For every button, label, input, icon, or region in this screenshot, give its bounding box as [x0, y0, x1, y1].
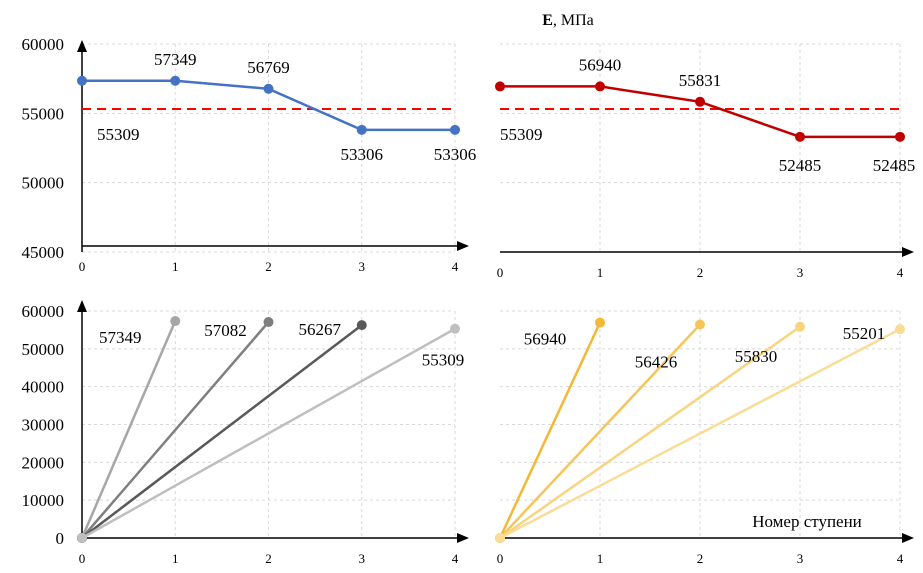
bottom-left-x-tick-2: 2 — [265, 551, 272, 566]
bottom-right-x-tick-0: 0 — [497, 551, 504, 566]
bottom-right-x-tick-2: 2 — [697, 551, 704, 566]
top-left-point-1 — [170, 75, 181, 86]
top-left-y-tick-0: 45000 — [22, 243, 65, 262]
bottom-left-data-label-1: 57082 — [204, 321, 247, 340]
bottom-left-y-tick-2: 20000 — [22, 453, 65, 472]
top-left-data-label-1: 57349 — [154, 50, 197, 69]
top-right-x-tick-4: 4 — [897, 265, 904, 280]
bottom-left-x-arrow — [457, 533, 469, 543]
top-right-point-3 — [795, 131, 805, 142]
bottom-right-point-3 — [895, 324, 905, 335]
top-right-x-tick-0: 0 — [497, 265, 504, 280]
top-right-point-2 — [695, 96, 705, 107]
top-right-point-4 — [895, 131, 905, 142]
top-left-y-tick-2: 55000 — [22, 104, 65, 123]
top-right-data-label-1: 56940 — [579, 55, 622, 74]
bottom-left-x-tick-3: 3 — [359, 551, 366, 566]
bottom-left-point-0 — [170, 316, 181, 327]
top-right-point-1 — [595, 81, 605, 92]
top-left-x-tick-2: 2 — [265, 259, 272, 274]
top-right-data-label-3: 52485 — [779, 156, 822, 175]
x-axis-label: Номер ступени — [752, 512, 862, 531]
bottom-right-origin-point-3 — [495, 533, 505, 543]
bottom-left-y-arrow — [77, 300, 87, 312]
top-left-x-tick-1: 1 — [172, 259, 179, 274]
top-left-point-2 — [263, 83, 274, 94]
header-title: E, МПа — [542, 12, 594, 29]
top-left-x-tick-0: 0 — [79, 259, 86, 274]
bottom-left-y-tick-6: 60000 — [22, 302, 65, 321]
bottom-right-data-label-0: 56940 — [524, 330, 567, 349]
bottom-left-x-tick-1: 1 — [172, 551, 179, 566]
top-left-x-arrow — [457, 241, 469, 251]
top-left-data-label-3: 53306 — [341, 145, 384, 164]
bottom-left-series-line-1 — [81, 321, 270, 539]
top-right-data-label-4: 52485 — [873, 156, 916, 175]
bottom-right-series-line-3 — [499, 328, 901, 540]
top-left-point-3 — [356, 124, 367, 135]
header-unit: , МПа — [553, 12, 594, 29]
top-right-data-label-2: 55831 — [679, 71, 722, 90]
bottom-left-point-1 — [263, 317, 274, 328]
top-left-point-4 — [450, 124, 460, 135]
bottom-right-series-line-0 — [498, 322, 602, 539]
top-left-data-label-4: 53306 — [434, 145, 477, 164]
bottom-left-y-tick-3: 30000 — [22, 416, 65, 435]
top-left-y-arrow — [77, 40, 87, 52]
bottom-right-point-2 — [795, 321, 805, 332]
top-left-x-tick-4: 4 — [452, 259, 459, 274]
bottom-left-data-label-2: 56267 — [299, 320, 342, 339]
bottom-right-point-0 — [595, 317, 605, 328]
bottom-right-point-1 — [695, 319, 705, 330]
bottom-left-series-line-3 — [81, 327, 456, 540]
bottom-left-data-label-3: 55309 — [422, 351, 465, 370]
bottom-right-series-line-1 — [499, 323, 701, 539]
bottom-right-data-label-3: 55201 — [843, 324, 886, 343]
bottom-right-data-label-2: 55830 — [735, 347, 778, 366]
bottom-left-point-3 — [450, 323, 460, 334]
bottom-left-y-tick-1: 10000 — [22, 491, 65, 510]
bottom-left-origin-point-3 — [77, 533, 87, 543]
bottom-left-x-tick-0: 0 — [79, 551, 86, 566]
bottom-left-series-line-2 — [81, 324, 363, 539]
top-left-data-label-2: 56769 — [247, 58, 290, 77]
bottom-left-point-2 — [356, 320, 367, 331]
bottom-left-y-tick-4: 40000 — [22, 378, 65, 397]
top-left-x-tick-3: 3 — [359, 259, 366, 274]
top-right-x-tick-3: 3 — [797, 265, 804, 280]
top-left-y-tick-3: 60000 — [22, 35, 65, 54]
top-left-point-0 — [77, 75, 87, 86]
bottom-right-x-arrow — [902, 533, 914, 543]
bottom-right-series-line-2 — [499, 325, 801, 540]
bottom-right-x-tick-3: 3 — [797, 551, 804, 566]
bottom-left-data-label-0: 57349 — [99, 328, 142, 347]
bottom-left-y-tick-0: 0 — [56, 529, 65, 548]
top-left-y-tick-1: 50000 — [22, 174, 65, 193]
bottom-right-x-tick-4: 4 — [897, 551, 904, 566]
top-right-reference-label: 55309 — [500, 125, 543, 144]
bottom-right-data-label-1: 56426 — [635, 353, 678, 372]
top-right-x-tick-1: 1 — [597, 265, 604, 280]
top-right-x-arrow — [902, 247, 914, 257]
bottom-left-series-line-0 — [80, 320, 177, 539]
header-symbol: E — [542, 12, 553, 29]
top-right-x-tick-2: 2 — [697, 265, 704, 280]
bottom-right-x-tick-1: 1 — [597, 551, 604, 566]
bottom-left-y-tick-5: 50000 — [22, 340, 65, 359]
top-right-point-0 — [495, 81, 505, 92]
top-left-reference-label: 55309 — [97, 125, 140, 144]
bottom-left-x-tick-4: 4 — [452, 551, 459, 566]
